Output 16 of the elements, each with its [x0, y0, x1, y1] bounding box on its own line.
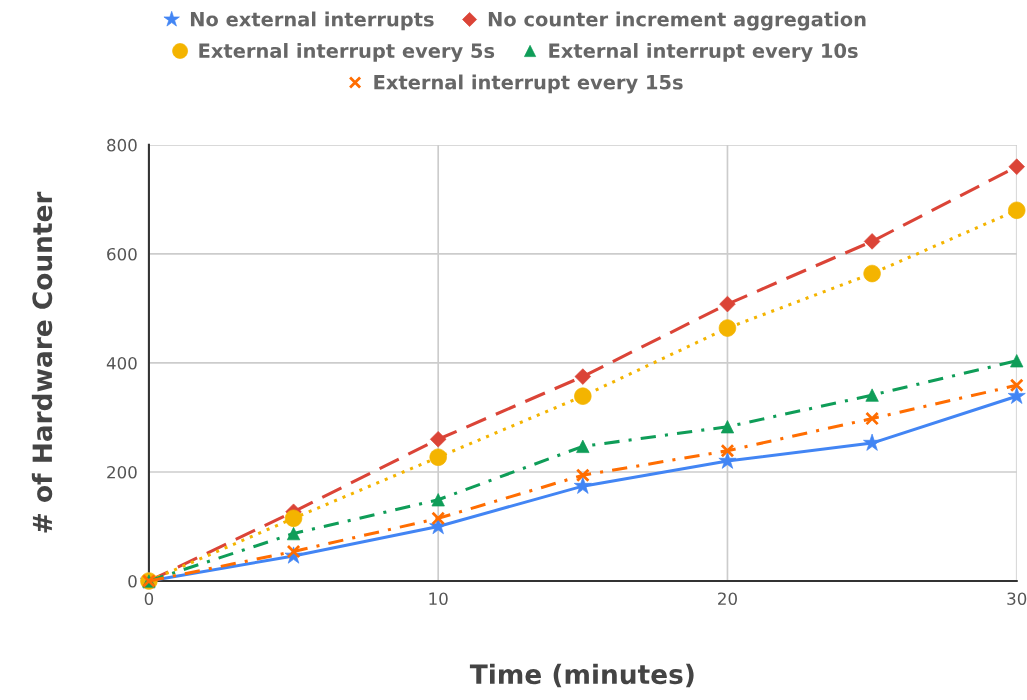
legend-label: No external interrupts	[190, 11, 434, 31]
y-tick-label: 200	[107, 465, 137, 479]
y-tick-label: 600	[107, 247, 137, 261]
x-axis-title: Time (minutes)	[469, 663, 694, 688]
legend-label: External interrupt every 15s	[374, 74, 683, 94]
y-tick-label: 0	[128, 574, 137, 588]
y-axis-title: # of Hardware Counter	[31, 191, 53, 533]
x-tick-label: 30	[1007, 592, 1027, 606]
legend-label: No counter increment aggregation	[488, 11, 866, 31]
x-tick-label: 0	[144, 592, 154, 606]
legend-label: External interrupt every 10s	[549, 43, 858, 62]
x-tick-label: 10	[429, 592, 448, 606]
y-tick-label: 800	[107, 138, 137, 152]
y-tick-label: 400	[106, 356, 137, 370]
legend-label: External interrupt every 5s	[199, 43, 495, 62]
x-tick-label: 20	[718, 592, 737, 606]
